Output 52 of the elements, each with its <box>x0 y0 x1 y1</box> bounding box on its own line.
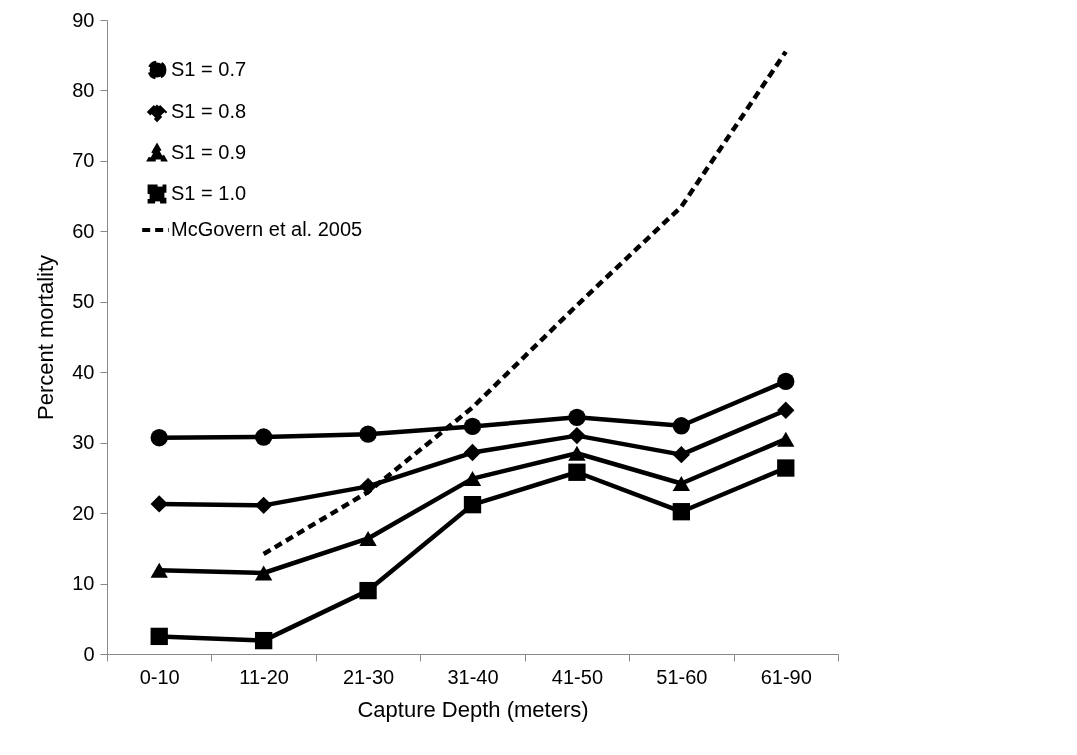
y-tick-label: 40 <box>72 360 95 383</box>
y-tick-label: 20 <box>72 501 95 524</box>
point <box>150 627 168 646</box>
legend-label: S1 = 1.0 <box>171 182 247 204</box>
point <box>254 496 273 515</box>
point <box>777 431 795 447</box>
point <box>150 429 168 447</box>
point <box>777 372 795 391</box>
y-tick-label: 60 <box>72 219 95 242</box>
point <box>777 401 795 419</box>
legend-label: McGovern et al. 2005 <box>171 218 363 240</box>
y-tick-label: 10 <box>72 572 95 595</box>
legend-label: S1 = 0.9 <box>171 141 247 163</box>
x-tick-label: 61-90 <box>760 665 812 688</box>
y-tick-label: 50 <box>72 290 95 313</box>
point <box>359 425 377 443</box>
point <box>463 443 482 462</box>
y-tick-label: 90 <box>72 8 95 31</box>
y-tick-label: 0 <box>83 642 95 665</box>
point <box>568 426 586 445</box>
point <box>568 445 586 461</box>
x-tick-label: 11-20 <box>239 665 289 688</box>
point <box>359 477 377 495</box>
y-tick-label: 30 <box>72 431 95 454</box>
point <box>463 471 482 487</box>
x-tick-label: 0-10 <box>139 665 180 688</box>
point <box>254 631 273 650</box>
point <box>777 459 795 477</box>
y-tick-label: 70 <box>72 149 95 172</box>
x-tick-label: 41-50 <box>551 665 604 688</box>
point <box>672 476 691 492</box>
point <box>568 408 586 426</box>
y-axis-title: Percent mortality <box>33 254 59 421</box>
point <box>463 496 482 514</box>
point <box>568 463 586 481</box>
x-tick-label: 51-60 <box>656 665 708 688</box>
point <box>672 503 691 521</box>
point <box>672 445 691 464</box>
y-tick-label: 80 <box>72 78 95 101</box>
point <box>359 530 377 546</box>
x-tick-label: 31-40 <box>447 665 499 688</box>
point <box>672 417 691 435</box>
point <box>359 581 377 600</box>
legend-label: S1 = 0.7 <box>171 58 247 80</box>
x-axis-title: Capture Depth (meters) <box>357 696 589 722</box>
point <box>150 495 168 513</box>
legend-label: S1 = 0.8 <box>171 100 247 122</box>
point <box>254 428 273 446</box>
point <box>150 562 168 578</box>
x-tick-label: 21-30 <box>342 665 395 688</box>
point <box>254 565 273 581</box>
point <box>463 417 482 436</box>
